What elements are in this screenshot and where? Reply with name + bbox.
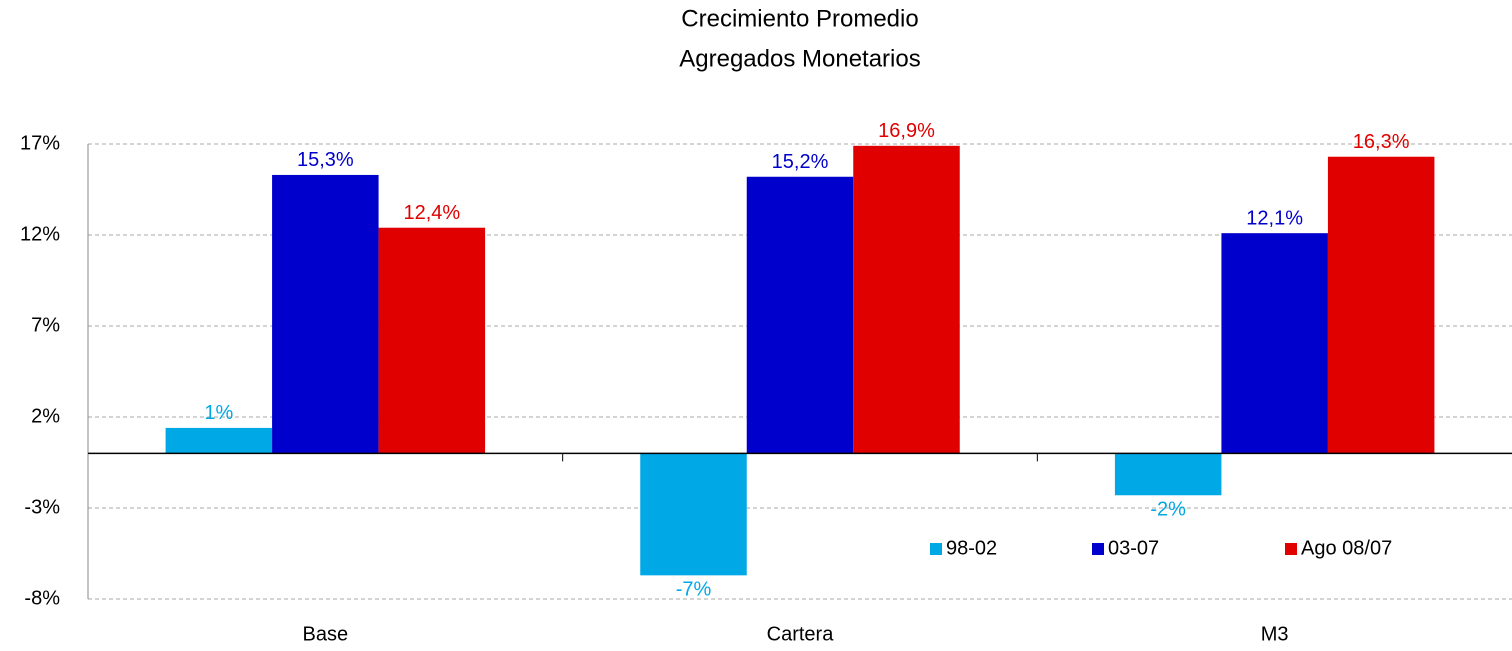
bar <box>640 453 747 576</box>
legend-swatch <box>1285 543 1297 555</box>
data-label: 16,3% <box>1353 131 1410 153</box>
y-tick-label: 17% <box>20 132 60 154</box>
data-label: 16,9% <box>878 120 935 142</box>
bar <box>378 227 486 454</box>
x-tick-label: Cartera <box>767 623 835 645</box>
x-tick-label: M3 <box>1261 623 1289 645</box>
data-label: -2% <box>1150 499 1186 521</box>
data-label: 15,2% <box>772 151 829 173</box>
legend-label: 03-07 <box>1108 537 1159 559</box>
bar <box>1114 453 1222 496</box>
data-label: 1% <box>204 402 233 424</box>
bar <box>1221 233 1328 454</box>
bar <box>165 427 273 454</box>
legend-label: Ago 08/07 <box>1301 537 1392 559</box>
x-tick-label: Base <box>303 623 349 645</box>
data-label: 15,3% <box>297 149 354 171</box>
y-tick-label: -3% <box>24 496 60 518</box>
y-tick-label: 7% <box>31 314 60 336</box>
bar <box>1327 156 1435 454</box>
bar <box>746 176 854 454</box>
chart-title: Crecimiento Promedio <box>681 5 918 32</box>
bar <box>853 145 960 454</box>
data-label: -7% <box>676 579 712 601</box>
legend-swatch <box>1092 543 1104 555</box>
y-tick-label: -8% <box>24 587 60 609</box>
legend-swatch <box>930 543 942 555</box>
bar <box>272 174 379 454</box>
data-label: 12,1% <box>1246 207 1303 229</box>
legend-label: 98-02 <box>946 537 997 559</box>
y-tick-label: 12% <box>20 223 60 245</box>
chart-subtitle: Agregados Monetarios <box>679 45 920 72</box>
data-label: 12,4% <box>403 202 460 224</box>
y-tick-label: 2% <box>31 405 60 427</box>
